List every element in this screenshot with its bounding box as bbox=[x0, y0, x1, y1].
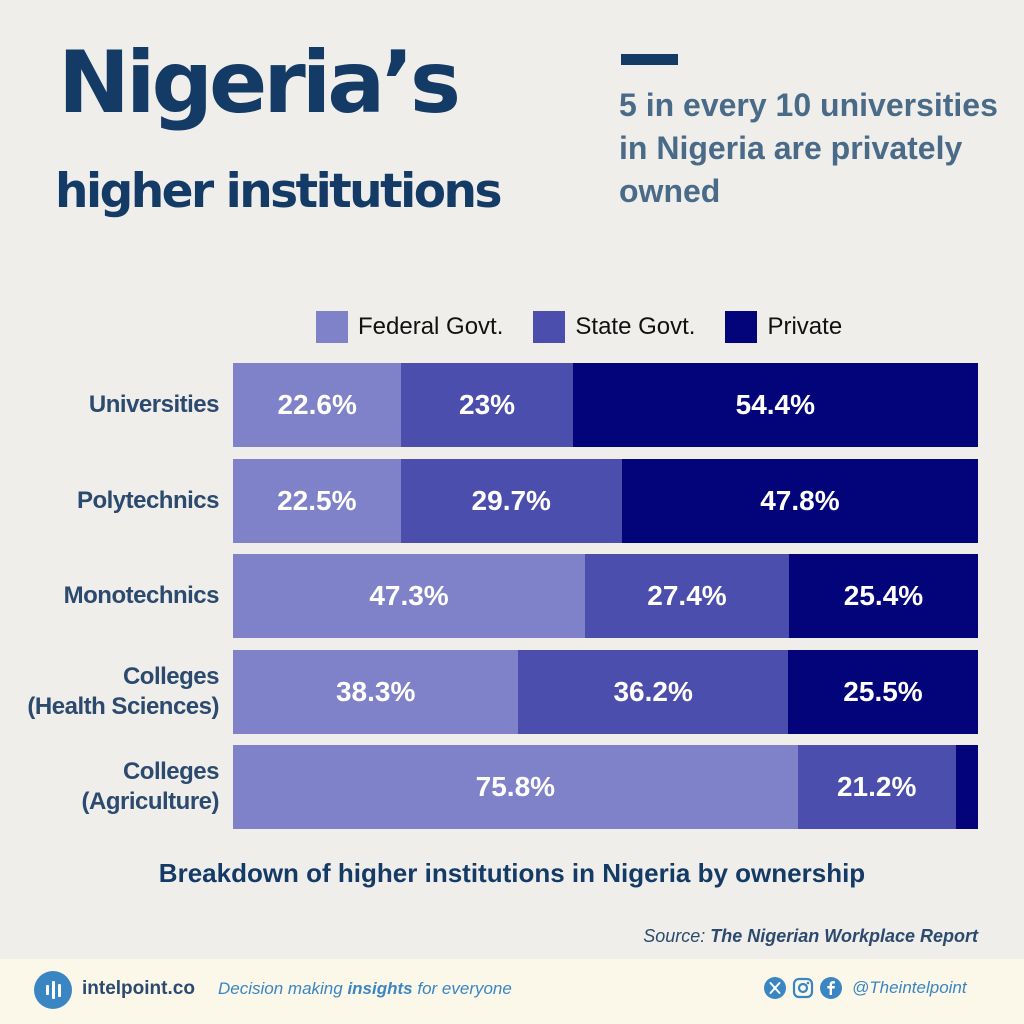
tagline: Decision making insights for everyone bbox=[218, 979, 512, 999]
bar-segment: 23% bbox=[401, 363, 573, 447]
category-label: Universities bbox=[0, 390, 220, 420]
social-links: @Theintelpoint bbox=[764, 977, 967, 999]
data-label: 25.5% bbox=[843, 676, 923, 707]
tagline-post: for everyone bbox=[412, 979, 512, 998]
headline-stat: 5 in every 10 universities in Nigeria ar… bbox=[619, 87, 998, 209]
category-label-line: Monotechnics bbox=[63, 582, 220, 609]
bar-segment: 22.6% bbox=[233, 363, 402, 447]
data-label: 21.2% bbox=[836, 771, 917, 802]
bar-segment bbox=[955, 745, 978, 829]
bar-row: 75.8% 21.2% bbox=[233, 745, 978, 829]
data-label: 22.5% bbox=[277, 485, 357, 516]
bar-row: 22.6% 23% 54.4% bbox=[233, 363, 978, 447]
bar-row: 22.5% 29.7% 47.8% bbox=[233, 459, 978, 543]
page-title: Nigeria’s bbox=[58, 33, 461, 133]
instagram-icon[interactable] bbox=[792, 977, 814, 999]
chart-legend: Federal Govt. State Govt. Private bbox=[316, 310, 872, 344]
social-handle[interactable]: @Theintelpoint bbox=[852, 978, 967, 997]
legend-item: Private bbox=[725, 311, 842, 343]
bar-segment: 75.8% bbox=[233, 745, 798, 829]
tagline-bold: insights bbox=[347, 979, 413, 998]
category-label: Monotechnics bbox=[0, 581, 220, 611]
data-label: 25.4% bbox=[843, 580, 924, 611]
category-label-line: (Health Sciences) bbox=[27, 693, 219, 720]
bar-segment: 36.2% bbox=[518, 650, 789, 734]
bar-segment: 47.3% bbox=[233, 554, 586, 638]
data-label: 75.8% bbox=[475, 771, 556, 802]
bar-row: 47.3% 27.4% 25.4% bbox=[233, 554, 978, 638]
category-label-line: Polytechnics bbox=[76, 487, 220, 514]
legend-item: Federal Govt. bbox=[316, 311, 503, 343]
source-prefix: Source: bbox=[643, 926, 711, 946]
legend-swatch bbox=[533, 311, 566, 343]
legend-label: Private bbox=[767, 313, 843, 340]
data-label: 47.3% bbox=[369, 580, 449, 611]
legend-item: State Govt. bbox=[533, 311, 695, 343]
category-label-line: Colleges bbox=[122, 758, 220, 785]
category-label: Polytechnics bbox=[0, 486, 220, 516]
source-name: The Nigerian Workplace Report bbox=[710, 926, 978, 946]
category-label-line: Colleges bbox=[122, 663, 220, 690]
bar-segment: 47.8% bbox=[621, 459, 978, 543]
data-label: 27.4% bbox=[647, 580, 727, 611]
chart-caption: Breakdown of higher institutions in Nige… bbox=[158, 858, 866, 888]
x-icon[interactable] bbox=[764, 977, 786, 999]
legend-swatch bbox=[725, 311, 758, 343]
category-label-line: Universities bbox=[88, 391, 220, 418]
bar-segment: 38.3% bbox=[233, 650, 519, 734]
data-label: 54.4% bbox=[735, 389, 816, 420]
footer: intelpoint.co Decision making insights f… bbox=[0, 959, 1024, 1024]
source-note: Source: The Nigerian Workplace Report bbox=[643, 926, 978, 947]
brand-link[interactable]: intelpoint.co bbox=[82, 978, 195, 999]
data-label: 38.3% bbox=[335, 676, 416, 707]
bar-segment: 22.5% bbox=[233, 459, 401, 543]
facebook-icon[interactable] bbox=[820, 977, 842, 999]
page-subtitle: higher institutions bbox=[55, 164, 502, 219]
category-label: Colleges (Agriculture) bbox=[0, 757, 220, 817]
accent-bar bbox=[621, 54, 678, 65]
bar-segment: 29.7% bbox=[400, 459, 622, 543]
tagline-pre: Decision making bbox=[218, 979, 348, 998]
data-label: 23% bbox=[459, 389, 516, 420]
intelpoint-logo-icon[interactable] bbox=[34, 971, 72, 1009]
data-label: 36.2% bbox=[613, 676, 693, 707]
bar-segment: 27.4% bbox=[585, 554, 789, 638]
legend-swatch bbox=[316, 311, 348, 343]
category-label: Colleges (Health Sciences) bbox=[0, 662, 219, 722]
legend-label: State Govt. bbox=[575, 313, 696, 340]
bar-row: 38.3% 36.2% 25.5% bbox=[233, 650, 978, 734]
bar-segment: 25.5% bbox=[788, 650, 978, 734]
bar-segment: 21.2% bbox=[797, 745, 956, 829]
data-label: 47.8% bbox=[760, 485, 840, 516]
data-label: 22.6% bbox=[277, 389, 357, 420]
legend-label: Federal Govt. bbox=[358, 313, 504, 340]
data-label: 29.7% bbox=[471, 485, 551, 516]
category-label-line: (Agriculture) bbox=[81, 788, 220, 815]
bar-segment: 54.4% bbox=[572, 363, 978, 447]
bar-segment: 25.4% bbox=[788, 554, 978, 638]
